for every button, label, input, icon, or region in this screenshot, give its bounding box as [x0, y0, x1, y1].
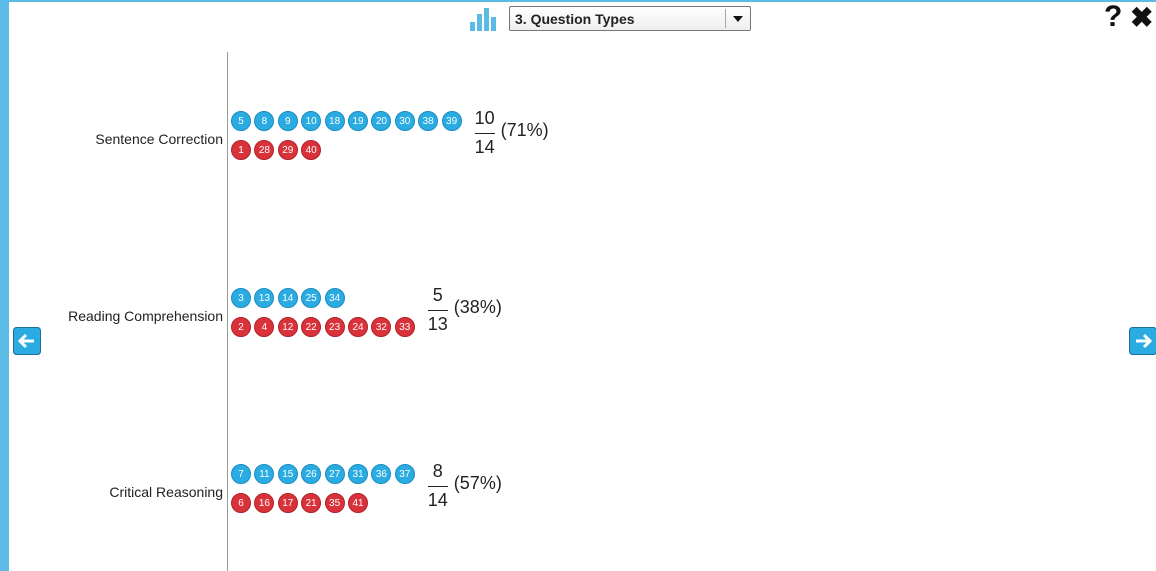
correct-question: 36 [371, 464, 392, 484]
incorrect-question: 12 [277, 316, 298, 337]
denominator: 13 [427, 313, 448, 334]
incorrect-question: 2 [231, 316, 251, 337]
numerator: 10 [474, 108, 495, 128]
chart-icon[interactable] [468, 8, 496, 32]
incorrect-question: 35 [324, 493, 345, 513]
separator [725, 9, 726, 28]
incorrect-question: 28 [254, 140, 275, 160]
correct-question: 37 [394, 464, 415, 484]
fraction-bar [427, 486, 448, 487]
numerator: 5 [432, 284, 443, 305]
help-button[interactable]: ? [1104, 0, 1123, 33]
correct-question: 31 [348, 464, 368, 484]
prev-button[interactable] [13, 327, 41, 355]
dropdown-arrow [733, 16, 743, 22]
percent: (38%) [453, 296, 502, 317]
correct-question: 15 [277, 464, 298, 484]
correct-question: 11 [254, 464, 275, 484]
incorrect-question: 24 [348, 316, 368, 337]
percent: (57%) [453, 473, 502, 493]
denominator: 14 [427, 490, 448, 510]
dropdown-text: 3. Question Types [515, 11, 635, 27]
incorrect-question: 33 [394, 316, 415, 337]
category-label: Critical Reasoning [109, 484, 223, 500]
correct-question: 39 [441, 111, 462, 131]
fraction-bar [427, 309, 448, 311]
incorrect-question: 40 [301, 140, 322, 160]
incorrect-question: 29 [277, 140, 298, 160]
next-button[interactable] [1129, 327, 1156, 355]
axis-line [227, 52, 228, 571]
correct-question: 10 [301, 111, 322, 131]
incorrect-question: 17 [277, 493, 298, 513]
correct-question: 13 [254, 287, 275, 308]
correct-question: 30 [394, 111, 415, 131]
dropdown[interactable]: 3. Question Types [509, 6, 751, 31]
correct-question: 18 [324, 111, 345, 131]
incorrect-question: 16 [254, 493, 275, 513]
correct-question: 3 [231, 287, 251, 308]
correct-question: 14 [277, 287, 298, 308]
incorrect-question: 6 [231, 493, 251, 513]
correct-question: 27 [324, 464, 345, 484]
correct-question: 5 [231, 111, 251, 131]
correct-question: 9 [277, 111, 298, 131]
category-label: Sentence Correction [95, 131, 223, 147]
fraction-bar [474, 133, 495, 134]
incorrect-question: 4 [254, 316, 275, 337]
correct-question: 7 [231, 464, 251, 484]
correct-question: 20 [371, 111, 392, 131]
correct-question: 34 [324, 287, 345, 308]
numerator: 8 [432, 461, 443, 481]
incorrect-question: 1 [231, 140, 251, 160]
correct-question: 8 [254, 111, 275, 131]
percent: (71%) [500, 120, 549, 140]
denominator: 14 [474, 137, 495, 157]
correct-question: 26 [301, 464, 322, 484]
correct-question: 38 [418, 111, 439, 131]
incorrect-question: 21 [301, 493, 322, 513]
category-label: Reading Comprehension [68, 307, 223, 324]
correct-question: 19 [348, 111, 368, 131]
incorrect-question: 23 [324, 316, 345, 337]
incorrect-question: 32 [371, 316, 392, 337]
correct-question: 25 [301, 287, 322, 308]
close-button[interactable]: ✖ [1130, 2, 1154, 33]
incorrect-question: 22 [301, 316, 322, 337]
incorrect-question: 41 [348, 493, 368, 513]
